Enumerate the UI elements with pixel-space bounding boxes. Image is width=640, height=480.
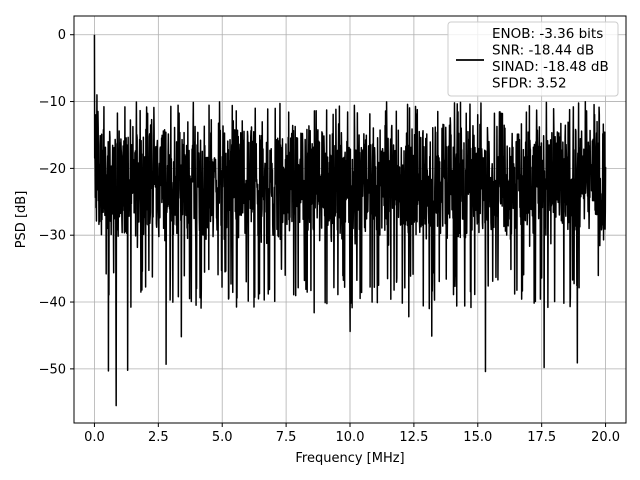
x-tick-label: 20.0 bbox=[591, 430, 620, 445]
x-axis-label: Frequency [MHz] bbox=[295, 451, 404, 466]
x-tick-label: 7.5 bbox=[276, 430, 297, 445]
x-tick-label: 12.5 bbox=[399, 430, 428, 445]
psd-line bbox=[93, 34, 607, 407]
legend-entry-line: SNR: -18.44 dB bbox=[492, 43, 594, 59]
y-tick-label: −40 bbox=[39, 296, 66, 311]
y-tick-label: −30 bbox=[39, 229, 66, 244]
x-axis: 0.0 2.5 5.0 7.5 10.0 12.5 15.0 17.5 20.0 bbox=[84, 423, 620, 445]
y-tick-label: −20 bbox=[39, 162, 66, 177]
legend-entry-line: SFDR: 3.52 bbox=[492, 76, 567, 92]
x-tick-label: 10.0 bbox=[336, 430, 365, 445]
legend-entry-line: ENOB: -3.36 bits bbox=[492, 26, 603, 42]
x-tick-label: 5.0 bbox=[212, 430, 233, 445]
legend-box bbox=[447, 21, 619, 97]
series-layer bbox=[93, 34, 607, 407]
y-tick-label: −50 bbox=[39, 362, 66, 377]
x-tick-label: 15.0 bbox=[463, 430, 492, 445]
x-tick-label: 17.5 bbox=[527, 430, 556, 445]
x-tick-label: 2.5 bbox=[148, 430, 169, 445]
legend-entry-line: SINAD: -18.48 dB bbox=[492, 59, 609, 75]
y-tick-label: −10 bbox=[39, 95, 66, 110]
x-tick-label: 0.0 bbox=[84, 430, 105, 445]
y-tick-label: 0 bbox=[58, 28, 66, 43]
y-axis: 0 −10 −20 −30 −40 −50 bbox=[39, 28, 74, 377]
y-axis-label: PSD [dB] bbox=[14, 191, 29, 249]
